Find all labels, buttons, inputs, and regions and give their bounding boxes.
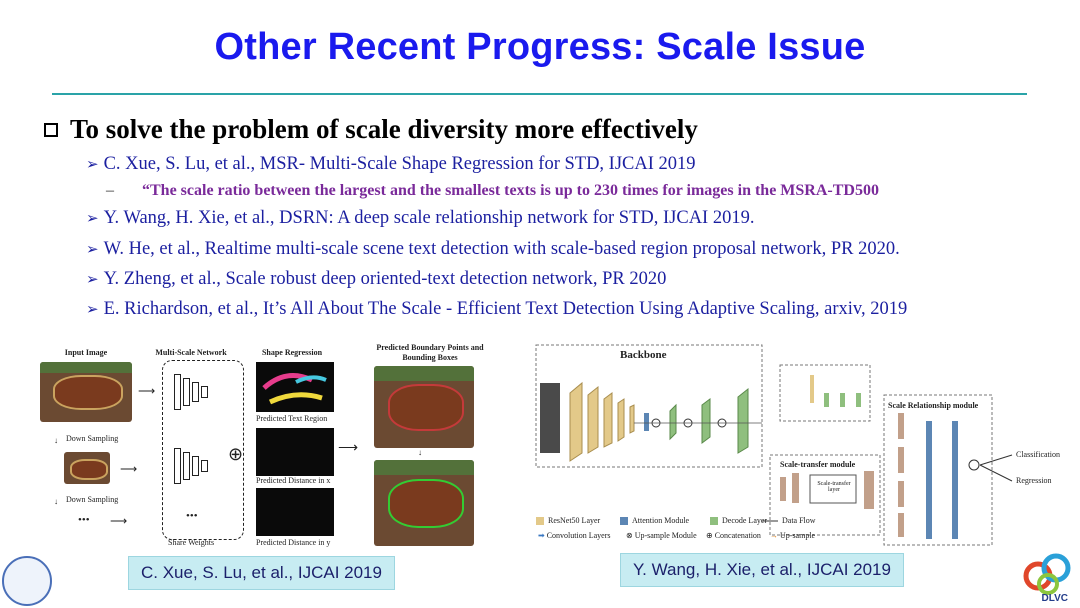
legend-upsample: → Up-sample: [770, 531, 816, 540]
down-arrow-icon: ↓: [54, 497, 58, 506]
reference-item: ➢ Y. Wang, H. Xie, et al., DSRN: A deep …: [86, 208, 754, 229]
share-weights-label: Share Weights: [168, 538, 215, 547]
shape-regression-label: Shape Regression: [261, 348, 323, 357]
arrow-bullet-icon: ➢: [86, 211, 99, 227]
reference-item: ➢ C. Xue, S. Lu, et al., MSR- Multi-Scal…: [86, 154, 696, 175]
right-figure-caption: Y. Wang, H. Xie, et al., IJCAI 2019: [620, 553, 904, 587]
dash-bullet: –: [106, 182, 114, 199]
arrow-bullet-icon: ➢: [86, 272, 99, 288]
multi-scale-network-box: [162, 360, 244, 540]
dsrn-architecture-figure: Backbone Scale-transfer module Scale-tra…: [534, 343, 1064, 548]
input-image-large: [40, 362, 132, 422]
arrow-right-icon: ⟶: [338, 441, 359, 456]
dsrn-diagram: [535, 344, 1013, 546]
down-arrow-icon: ↓: [54, 436, 58, 445]
legend-convolution: ➡ Convolution Layers: [538, 531, 611, 540]
scale-relationship-module-label: Scale Relationship module: [888, 401, 979, 410]
slide-title: Other Recent Progress: Scale Issue: [214, 26, 866, 68]
scale-transfer-layer-label: Scale-transfer layer: [817, 481, 851, 493]
left-figure-caption: C. Xue, S. Lu, et al., IJCAI 2019: [128, 556, 395, 590]
university-seal-icon: [2, 556, 52, 606]
reference-text: C. Xue, S. Lu, et al., MSR- Multi-Scale …: [103, 154, 696, 174]
dlvc-logo-text: DLVC: [1041, 593, 1068, 604]
dlvc-logo-icon: [1023, 553, 1071, 595]
reference-item: ➢ W. He, et al., Realtime multi-scale sc…: [86, 239, 900, 260]
reference-item: ➢ E. Richardson, et al., It’s All About …: [86, 299, 907, 320]
predicted-boxes-label: Predicted Boundary Points and Bounding B…: [376, 343, 484, 362]
predicted-text-region-label: Predicted Text Region: [256, 414, 328, 423]
down-arrow-icon: ↓: [418, 448, 422, 457]
scale-transfer-module-label: Scale-transfer module: [780, 460, 856, 469]
reference-text: E. Richardson, et al., It’s All About Th…: [103, 299, 908, 319]
arrow-bullet-icon: ➢: [86, 157, 99, 173]
legend-decode: Decode Layer: [722, 516, 768, 525]
arrow-bullet-icon: ➢: [86, 302, 99, 318]
reference-text: Y. Wang, H. Xie, et al., DSRN: A deep sc…: [103, 208, 755, 228]
multi-scale-network-label: Multi-Scale Network: [155, 348, 227, 357]
arrow-right-icon: ⟶: [138, 384, 156, 398]
ellipsis-network: •••: [186, 510, 198, 522]
dlvc-logo: DLVC: [1018, 550, 1080, 608]
down-sampling-label-1: Down Sampling: [66, 434, 119, 443]
predicted-text-region-map: [256, 362, 334, 412]
quote-line: – “The scale ratio between the largest a…: [106, 182, 879, 200]
output-image-bottom: [374, 460, 474, 546]
reference-text: W. He, et al., Realtime multi-scale scen…: [103, 239, 900, 259]
arrow-right-icon: ⟶: [120, 462, 138, 476]
predicted-distance-y-label: Predicted Distance in y: [256, 538, 331, 547]
legend-concatenation: ⊕ Concatenation: [706, 531, 761, 540]
classification-label: Classification: [1016, 450, 1060, 459]
ellipsis-left: •••: [78, 514, 90, 526]
regression-label: Regression: [1016, 476, 1052, 485]
legend-upsample-module: ⊗ Up-sample Module: [626, 531, 697, 540]
network-bars-2: [174, 448, 208, 484]
predicted-distance-x-map: [256, 428, 334, 476]
main-bullet: To solve the problem of scale diversity …: [44, 114, 698, 145]
predicted-distance-x-label: Predicted Distance in x: [256, 476, 331, 485]
title-divider: [52, 93, 1027, 95]
msr-architecture-figure: Input Image Multi-Scale Network Shape Re…: [38, 340, 498, 550]
legend-resnet: ResNet50 Layer: [548, 516, 601, 525]
down-sampling-label-2: Down Sampling: [66, 495, 119, 504]
input-image-medium: [64, 452, 110, 484]
square-bullet-icon: [44, 122, 58, 137]
sum-icon: ⊕: [228, 444, 244, 464]
network-bars-1: [174, 374, 208, 410]
input-image-label: Input Image: [64, 348, 108, 357]
arrow-right-icon: ⟶: [110, 514, 128, 528]
predicted-distance-y-map: [256, 488, 334, 536]
output-image-top: [374, 366, 474, 448]
legend-attention: Attention Module: [632, 516, 690, 525]
reference-item: ➢ Y. Zheng, et al., Scale robust deep or…: [86, 269, 666, 290]
legend-data-flow: Data Flow: [782, 516, 816, 525]
main-bullet-text: To solve the problem of scale diversity …: [70, 114, 698, 144]
quote-text: “The scale ratio between the largest and…: [142, 182, 879, 199]
arrow-bullet-icon: ➢: [86, 242, 99, 258]
reference-text: Y. Zheng, et al., Scale robust deep orie…: [103, 269, 667, 289]
backbone-label: Backbone: [620, 349, 667, 361]
